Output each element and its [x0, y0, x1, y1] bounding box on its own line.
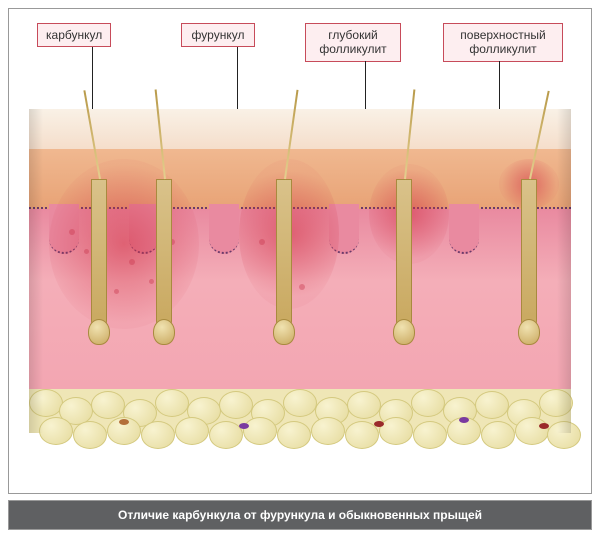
caption-bar: Отличие карбункула от фурункула и обыкно…: [8, 500, 592, 530]
label-deep-folliculitis: глубокий фолликулит: [305, 23, 401, 62]
diagram-frame: карбункул фурункул глубокий фолликулит п…: [0, 0, 600, 536]
cell-blob: [374, 421, 384, 427]
caption-text: Отличие карбункула от фурункула и обыкно…: [118, 508, 482, 522]
inflammation-carbuncle: [49, 159, 199, 329]
cell-blob: [459, 417, 469, 423]
shade-right: [557, 109, 571, 433]
fat-cells: [29, 389, 571, 449]
skin-cross-section: [29, 109, 571, 433]
label-carbuncle: карбункул: [37, 23, 111, 47]
cell-blob: [539, 423, 549, 429]
shade-left: [29, 109, 43, 433]
air-layer: [29, 109, 571, 149]
cell-blob: [239, 423, 249, 429]
cell-blob: [119, 419, 129, 425]
label-superficial-folliculitis: поверхностный фолликулит: [443, 23, 563, 62]
label-furuncle: фурункул: [181, 23, 255, 47]
diagram-border: карбункул фурункул глубокий фолликулит п…: [8, 8, 592, 494]
